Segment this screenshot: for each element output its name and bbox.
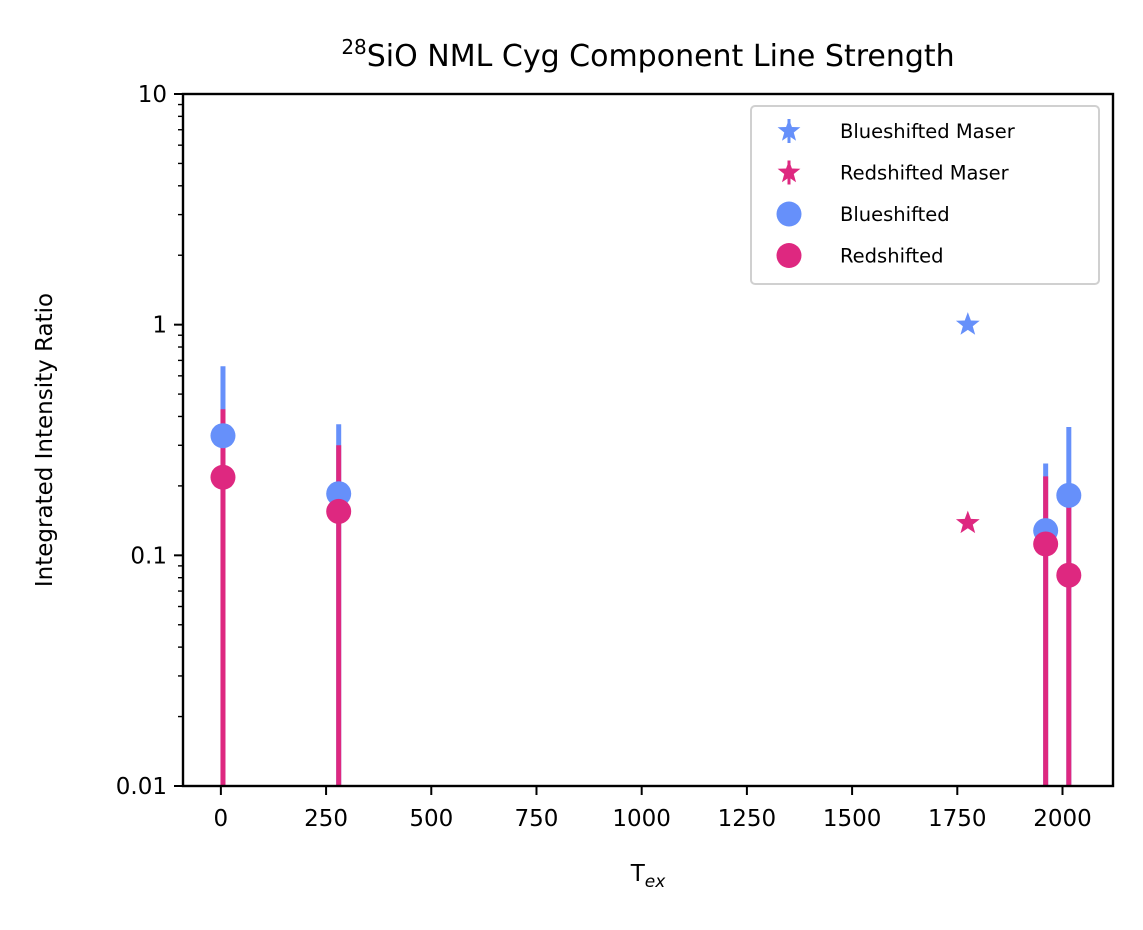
axes-layer: 0 250 500 750 1000 1250 1500 1750 2000 0.01 0.1 1 10 — [116, 82, 1115, 832]
x-axis-label: Tex — [630, 861, 667, 892]
x-axis-label-main: T — [630, 861, 646, 887]
legend-frame — [750, 105, 1100, 285]
legend-marker-3 — [776, 243, 802, 268]
legend-marker-0 — [777, 119, 801, 141]
x-tick-label-1: 250 — [304, 806, 348, 832]
point-redshifted-0 — [210, 464, 236, 490]
point-blueshifted-1 — [326, 481, 352, 507]
x-tick-label-3: 750 — [515, 806, 559, 832]
y-tick-label-3: 10 — [138, 82, 167, 108]
x-tick-label-2: 500 — [409, 806, 453, 832]
legend-label-3: Redshifted — [840, 245, 944, 268]
legend-label-0: Blueshifted Maser — [840, 120, 1016, 143]
x-tick-label-4: 1000 — [612, 806, 671, 832]
x-tick-label-8: 2000 — [1033, 806, 1092, 832]
plot-layer — [210, 312, 1082, 786]
plot-frame — [181, 92, 1115, 788]
y-tick-label-2: 1 — [152, 313, 167, 339]
point-redshifted-maser-0 — [955, 510, 980, 534]
x-tick-label-0: 0 — [214, 806, 229, 832]
legend-marker-2 — [776, 201, 802, 227]
legend: Blueshifted Maser Redshifted Maser Blueshi… — [750, 105, 1100, 285]
point-redshifted-3 — [1056, 562, 1082, 588]
x-axis-label-subscript: ex — [645, 872, 666, 892]
chart-title: 28SiO NML Cyg Component Line Strength — [341, 35, 954, 74]
legend-marker-1 — [777, 160, 801, 183]
point-blueshifted-0 — [210, 423, 236, 449]
legend-label-2: Blueshifted — [840, 203, 950, 226]
x-tick-label-5: 1250 — [718, 806, 777, 832]
y-tick-label-1: 0.1 — [130, 543, 167, 569]
title-superscript: 28 — [341, 35, 366, 59]
x-tick-label-6: 1500 — [823, 806, 882, 832]
point-redshifted-2 — [1033, 531, 1059, 557]
point-blueshifted-3 — [1056, 482, 1082, 508]
point-redshifted-1 — [326, 498, 352, 524]
legend-label-1: Redshifted Maser — [840, 162, 1010, 185]
y-axis-label: Integrated Intensity Ratio — [32, 293, 58, 587]
x-tick-label-7: 1750 — [928, 806, 987, 832]
y-tick-label-0: 0.01 — [116, 774, 167, 800]
point-blueshifted-maser-0 — [955, 312, 980, 335]
title-main: SiO NML Cyg Component Line Strength — [367, 39, 955, 74]
